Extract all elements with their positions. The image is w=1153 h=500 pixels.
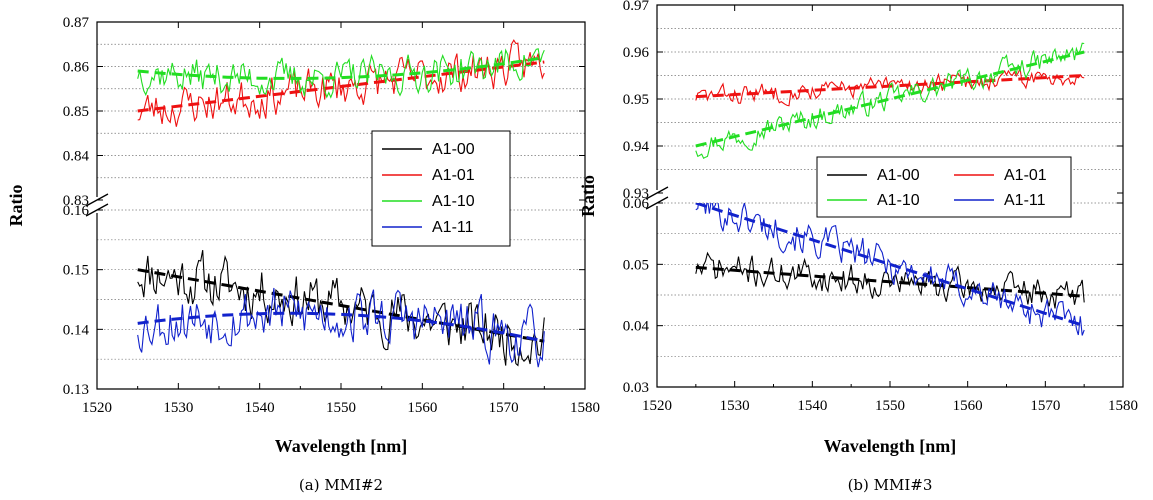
legend-label: A1-10 [877,192,920,209]
y-axis-label: Ratio [6,185,26,227]
y-tick-label: 0.14 [63,322,90,338]
y-tick-label: 0.16 [63,203,90,219]
x-tick-label: 1550 [326,400,356,416]
y-tick-label: 0.06 [623,196,650,212]
series-line-A1-01 [137,39,545,127]
legend-label: A1-11 [432,219,474,236]
y-tick-label: 0.87 [63,15,90,31]
y-tick-label: 0.05 [623,257,649,273]
x-tick-label: 1540 [245,400,275,416]
x-tick-label: 1520 [642,398,672,414]
panel-caption: (a) MMI#2 [299,476,383,494]
x-tick-label: 1580 [1108,398,1138,414]
y-tick-label: 0.83 [63,193,89,209]
y-tick-label: 0.15 [63,263,89,279]
panel-b: 1520 1530 1540 1550 1560 1570 1580 0.93 0.94 0.95… [578,0,1138,494]
x-tick-label: 1570 [1030,398,1060,414]
fit-line-A1-11 [137,311,545,343]
panel-a: 1520 1530 1540 1550 1560 1570 1580 0.83 0.84 0.85… [6,15,600,494]
x-axis-label: Wavelength [nm] [824,436,957,456]
series-line-A1-11 [695,203,1085,336]
legend-box [816,156,1072,218]
x-tick-label: 1530 [720,398,750,414]
legend-label: A1-11 [1004,192,1046,209]
axis-frame [96,21,586,390]
x-axis-label: Wavelength [nm] [275,436,408,456]
y-tick-label: 0.94 [623,139,650,155]
x-tick-label: 1570 [489,400,519,416]
y-tick-label: 0.03 [623,380,649,396]
legend-label: A1-00 [877,167,920,184]
x-tick-label: 1560 [407,400,437,416]
y-axis-label: Ratio [578,175,598,217]
fit-line-A1-01 [137,60,545,113]
series-line-A1-00 [137,250,545,367]
legend-label: A1-01 [432,167,475,184]
y-tick-label: 0.93 [623,186,649,202]
y-tick-label: 0.84 [63,149,90,165]
x-tick-label: 1530 [163,400,193,416]
x-tick-label: 1520 [82,400,112,416]
fit-line-A1-10 [695,50,1085,148]
x-tick-label: 1540 [797,398,827,414]
series-line-A1-10 [137,48,545,99]
y-tick-label: 0.85 [63,104,89,120]
x-tick-label: 1550 [875,398,905,414]
series-line-A1-00 [695,251,1085,309]
y-tick-label: 0.04 [623,319,650,335]
panel-caption: (b) MMI#3 [848,476,933,494]
y-tick-label: 0.86 [63,60,90,76]
y-tick-label: 0.96 [623,45,650,61]
axis-frame [656,4,1124,388]
legend-label: A1-00 [432,141,475,158]
series-line-A1-11 [137,287,545,368]
legend-label: A1-10 [432,193,475,210]
legend-label: A1-01 [1004,167,1047,184]
fit-line-A1-00 [695,265,1085,298]
x-tick-label: 1580 [570,400,600,416]
x-tick-label: 1560 [953,398,983,414]
y-tick-label: 0.97 [623,0,650,14]
y-tick-label: 0.13 [63,382,89,398]
y-tick-label: 0.95 [623,92,649,108]
